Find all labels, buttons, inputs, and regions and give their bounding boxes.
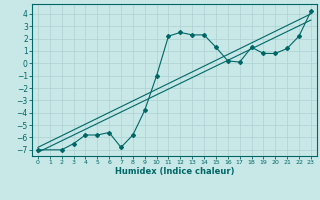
X-axis label: Humidex (Indice chaleur): Humidex (Indice chaleur) bbox=[115, 167, 234, 176]
